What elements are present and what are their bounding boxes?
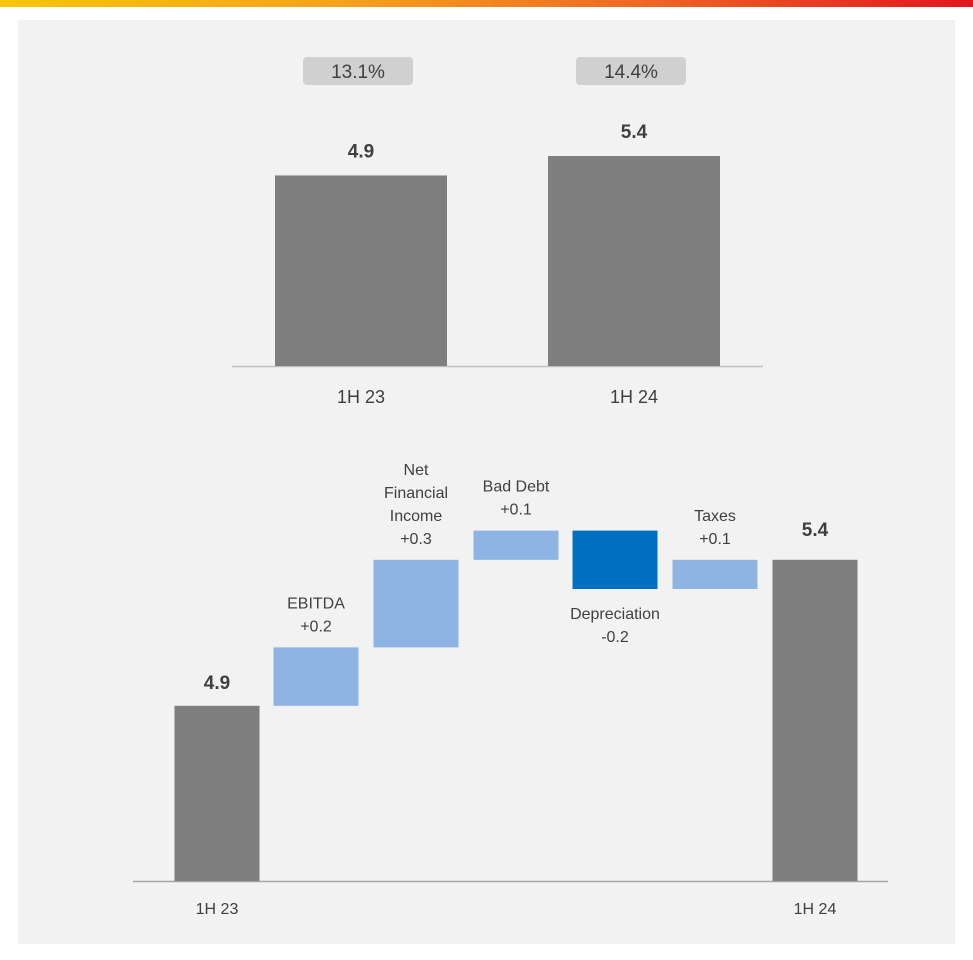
bar-value-label: 4.9 (348, 141, 374, 162)
step-delta-label: +0.1 (500, 502, 532, 519)
step-name-label: Net (404, 462, 429, 479)
bar-1h-23 (275, 175, 447, 366)
x-tick-label: 1H 24 (794, 901, 837, 918)
step-delta-label: +0.3 (400, 531, 432, 548)
bar-value-label: 4.9 (204, 673, 230, 694)
x-tick-label: 1H 24 (610, 387, 658, 407)
step-name-label: Financial (384, 485, 448, 502)
margin-badge (303, 57, 413, 85)
step-name-label: Depreciation (570, 606, 660, 623)
bar-value-label: 5.4 (621, 122, 648, 143)
bar-1h-23-total (174, 705, 260, 881)
step-delta-label: -0.2 (601, 629, 629, 646)
step-name-label: EBITDA (287, 595, 345, 612)
margin-badge (576, 57, 686, 85)
step-name-label: Taxes (694, 508, 736, 525)
bar-1h-24-total (772, 559, 858, 881)
margin-badge-label: 13.1% (331, 62, 385, 83)
bar-value-label: 5.4 (802, 520, 829, 541)
step-bar-depreciation (572, 530, 658, 589)
step-delta-label: +0.2 (300, 618, 332, 635)
step-name-label: Bad Debt (483, 479, 550, 496)
bar-chart-net-income: 4.9 1H 23 13.1% 5.4 1H 24 14.4% (232, 57, 763, 407)
step-bar-ebitda (273, 647, 359, 706)
x-tick-label: 1H 23 (337, 387, 385, 407)
step-bar-taxes (672, 559, 758, 589)
bar-1h-24 (548, 156, 720, 366)
x-tick-label: 1H 23 (196, 901, 239, 918)
step-bar-bad-debt (473, 530, 559, 560)
step-delta-label: +0.1 (699, 531, 731, 548)
step-bar-net-financial-income (373, 559, 459, 648)
margin-badge-label: 14.4% (604, 62, 658, 83)
step-name-label: Income (390, 508, 443, 525)
top-accent-bar (0, 0, 973, 7)
